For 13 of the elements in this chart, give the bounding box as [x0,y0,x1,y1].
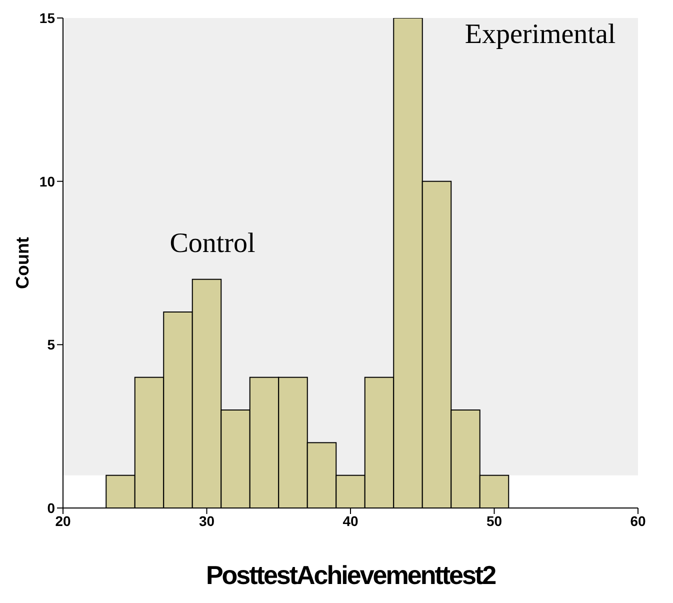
annotation: Control [170,228,256,260]
x-tick-label: 20 [55,512,71,529]
x-tick-label: 50 [486,512,502,529]
annotation: Experimental [464,19,616,52]
y-tick-label: 5 [47,336,56,353]
x-tick-label: 60 [630,512,646,529]
y-tick-label: 0 [47,500,56,516]
y-axis-title: Count [12,237,32,289]
x-tick-label: 40 [342,512,358,529]
y-tick-label: 15 [39,10,56,26]
x-tick-label: 30 [198,512,215,529]
x-axis-title: PosttestAchievementtest2 [206,560,496,590]
y-tick-label: 10 [39,173,56,190]
